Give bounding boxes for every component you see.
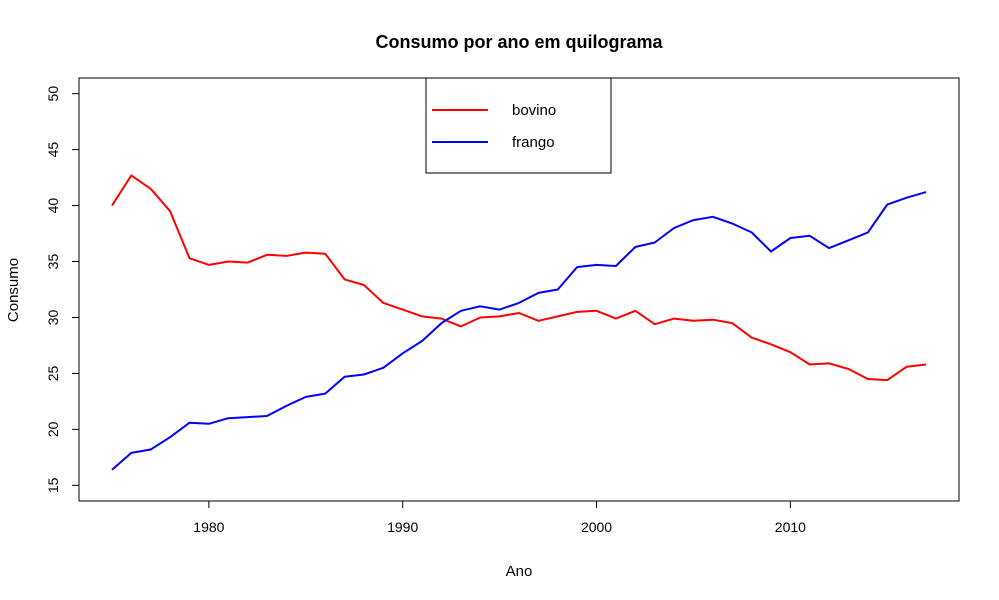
legend-box xyxy=(425,77,612,174)
y-tick-label: 25 xyxy=(45,365,61,381)
series-line-bovino xyxy=(111,174,927,382)
y-axis: 15 20 25 30 35 40 45 50 xyxy=(45,86,80,493)
legend-label-bovino: bovino xyxy=(512,102,556,119)
y-tick-label: 40 xyxy=(45,198,61,214)
x-tick-label: 2000 xyxy=(581,519,612,535)
legend-label-frango: frango xyxy=(512,134,555,151)
y-tick-label: 15 xyxy=(45,477,61,493)
chart-title: Consumo por ano em quilograma xyxy=(375,32,663,52)
y-tick-label: 20 xyxy=(45,421,61,437)
y-tick-label: 45 xyxy=(45,142,61,158)
y-axis-label: Consumo xyxy=(5,258,22,322)
y-tick-label: 35 xyxy=(45,254,61,270)
series-layer xyxy=(111,174,927,471)
x-tick-label: 2010 xyxy=(775,519,806,535)
x-tick-label: 1990 xyxy=(387,519,418,535)
x-axis: 1980 1990 2000 2010 xyxy=(193,500,806,535)
y-tick-label: 50 xyxy=(45,86,61,102)
legend: bovino frango xyxy=(425,77,612,174)
y-tick-label: 30 xyxy=(45,309,61,325)
x-tick-label: 1980 xyxy=(193,519,224,535)
series-line-frango xyxy=(111,191,927,471)
x-axis-label: Ano xyxy=(506,563,533,580)
